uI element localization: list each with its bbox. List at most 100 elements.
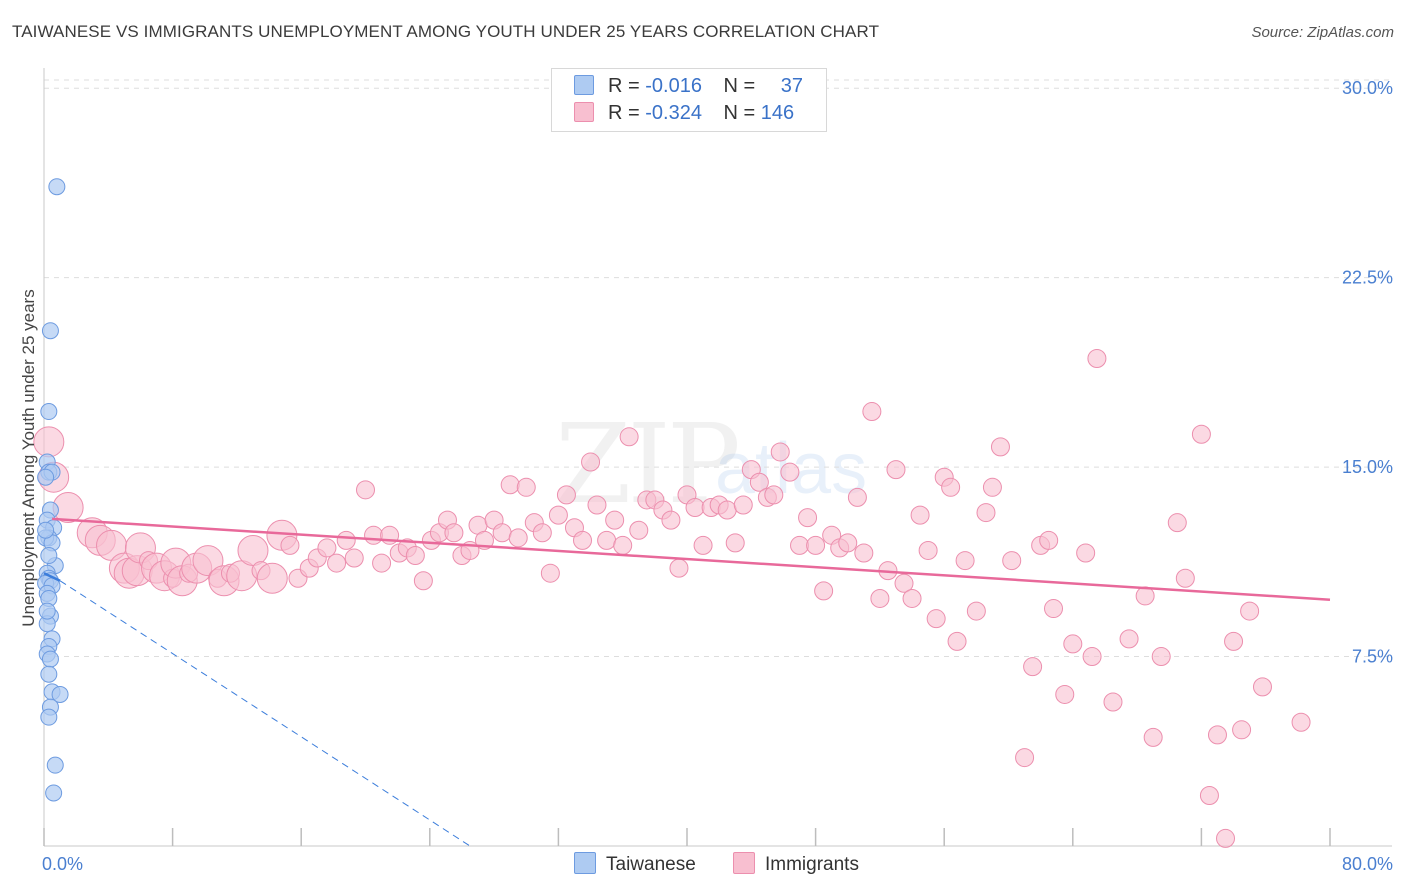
immigrants-point [1076,543,1096,563]
immigrants-point [947,631,967,651]
legend-n-label: N = [723,102,756,124]
taiwanese-point [45,784,63,802]
taiwanese-legend-swatch [574,852,596,874]
immigrants-point [1224,631,1244,651]
y-tick-label: 22.5% [1342,268,1393,288]
immigrants-point [1240,601,1260,621]
immigrants-point [838,533,858,553]
immigrants-point [33,426,65,458]
y-tick-label: 15.0% [1342,457,1393,477]
immigrants-point [587,495,607,515]
immigrants-point [926,609,946,629]
immigrants-point [1087,348,1107,368]
immigrants-point [790,535,810,555]
immigrants-points [33,348,1311,848]
y-tick-label: 7.5% [1352,647,1393,667]
immigrants-point [982,477,1002,497]
immigrants-point [955,551,975,571]
immigrants-point [405,546,425,566]
immigrants-point [581,452,601,472]
trend-lines [43,517,1331,847]
immigrants-point [629,520,649,540]
immigrants-point [780,462,800,482]
immigrants-point [613,535,633,555]
immigrants-point [770,442,790,462]
immigrants-point [1151,647,1171,667]
immigrants-legend-swatch [733,852,755,874]
legend-item-taiwanese[interactable]: Taiwanese [574,852,696,876]
correlation-legend: R = -0.016 N = 37 R = -0.324 N = 146 [551,68,827,132]
immigrants-point [910,505,930,525]
immigrants-point [540,563,560,583]
taiwanese-point [40,665,58,683]
tick-labels: 7.5% 15.0% 22.5% 30.0% 0.0% 80.0% [42,78,1393,874]
immigrants-point [256,562,288,594]
chart-title: TAIWANESE VS IMMIGRANTS UNEMPLOYMENT AMO… [12,22,880,41]
immigrants-point [661,510,681,530]
immigrants-legend-label: Immigrants [765,854,859,875]
immigrants-point [1207,725,1227,745]
x-tick-label: 80.0% [1342,854,1393,874]
immigrants-point [894,573,914,593]
immigrants-point [966,601,986,621]
taiwanese-point [38,602,56,620]
immigrants-point [1252,677,1272,697]
immigrants-point [693,535,713,555]
immigrants-point [1002,551,1022,571]
legend-n-label: N = [723,75,756,97]
immigrants-point [364,525,384,545]
immigrants-point [597,530,617,550]
immigrants-point [870,588,890,608]
immigrants-point [1167,513,1187,533]
taiwanese-point [51,685,69,703]
immigrants-point [941,477,961,497]
legend-n-value: 37 [780,75,804,97]
immigrants-point [619,427,639,447]
immigrants-point [806,535,826,555]
immigrants-point [556,485,576,505]
immigrants-point [1232,720,1252,740]
taiwanese-point [37,521,55,539]
legend-row-taiwanese: R = -0.016 N = 37 [574,75,803,99]
taiwanese-legend-label: Taiwanese [606,854,696,875]
immigrants-point [1103,692,1123,712]
legend-row-immigrants: R = -0.324 N = 146 [574,102,794,126]
immigrants-point [1216,828,1236,848]
taiwanese-point [48,178,66,196]
immigrants-point [280,535,300,555]
immigrants-point [1055,684,1075,704]
taiwanese-swatch [574,75,594,95]
immigrants-point [1143,727,1163,747]
legend-r-value: -0.324 [645,102,702,124]
immigrants-point [1119,629,1139,649]
immigrants-point [814,581,834,601]
axes [43,68,1392,847]
y-axis-label: Unemployment Among Youth under 25 years [19,289,38,626]
taiwanese-trend-extension [59,580,471,847]
immigrants-point [902,588,922,608]
immigrants-point [492,523,512,543]
immigrants-point [1044,599,1064,619]
source-label: Source: ZipAtlas.com [1251,24,1394,41]
immigrants-point [669,558,689,578]
immigrants-trend-line [51,517,1331,601]
series-legend: Taiwanese Immigrants [0,852,1406,878]
taiwanese-trend-line [43,572,61,582]
immigrants-point [733,495,753,515]
legend-item-immigrants[interactable]: Immigrants [733,852,859,876]
legend-r-label: R = [608,102,640,124]
immigrants-point [444,523,464,543]
immigrants-point [1082,647,1102,667]
immigrants-point [886,460,906,480]
immigrants-point [237,534,269,566]
legend-n-value: 146 [760,102,795,124]
immigrants-point [1191,424,1211,444]
immigrants-point [918,540,938,560]
immigrants-point [1039,530,1059,550]
taiwanese-point [40,403,58,421]
immigrants-point [717,500,737,520]
immigrants-point [500,475,520,495]
taiwanese-point [40,547,58,565]
immigrants-point [413,571,433,591]
